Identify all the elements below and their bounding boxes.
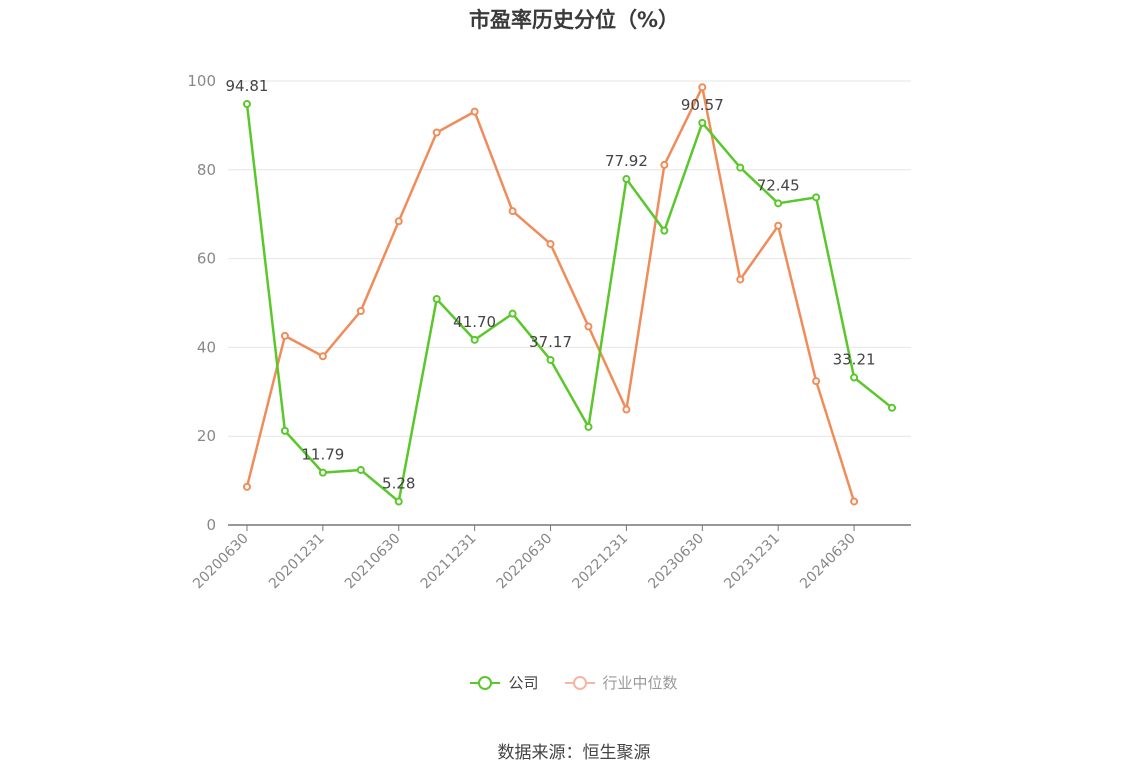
data-point bbox=[470, 107, 479, 116]
x-tick-label: 20231231 bbox=[721, 531, 783, 593]
data-point bbox=[698, 118, 707, 127]
data-point bbox=[660, 226, 669, 235]
legend-swatch-industry-median bbox=[564, 675, 595, 691]
data-point bbox=[432, 128, 441, 137]
legend-label-company: 公司 bbox=[508, 674, 539, 692]
data-point bbox=[622, 405, 631, 414]
x-tick-label: 20200630 bbox=[190, 531, 252, 593]
data-point bbox=[812, 377, 821, 386]
data-point bbox=[280, 426, 289, 435]
x-tick-label: 20220630 bbox=[494, 531, 556, 593]
x-tick-label: 20221231 bbox=[570, 531, 632, 593]
legend: 公司 行业中位数 bbox=[0, 672, 1148, 693]
chart-title: 市盈率历史分位（%） bbox=[468, 8, 680, 32]
data-point bbox=[660, 160, 669, 169]
data-label: 77.92 bbox=[605, 152, 648, 170]
data-label: 41.70 bbox=[453, 313, 496, 331]
data-point bbox=[888, 403, 897, 412]
data-point bbox=[242, 482, 251, 491]
data-point bbox=[812, 193, 821, 202]
data-point bbox=[736, 163, 745, 172]
legend-swatch-company bbox=[470, 675, 501, 691]
data-label: 5.28 bbox=[382, 475, 415, 493]
data-source: 数据来源：恒生聚源 bbox=[497, 743, 651, 763]
data-point bbox=[736, 275, 745, 284]
legend-item-company[interactable]: 公司 bbox=[470, 672, 539, 693]
y-tick-label: 20 bbox=[197, 427, 216, 445]
data-point bbox=[584, 322, 593, 331]
data-point bbox=[318, 352, 327, 361]
legend-item-industry-median[interactable]: 行业中位数 bbox=[564, 672, 678, 693]
y-tick-label: 0 bbox=[206, 516, 216, 534]
legend-label-industry-median: 行业中位数 bbox=[602, 674, 678, 692]
data-point bbox=[546, 239, 555, 248]
x-tick-label: 20230630 bbox=[645, 531, 707, 593]
data-point bbox=[546, 355, 555, 364]
data-point bbox=[470, 335, 479, 344]
series-line bbox=[245, 103, 893, 503]
grid-lines bbox=[228, 80, 911, 437]
series bbox=[242, 83, 897, 506]
data-point bbox=[432, 295, 441, 304]
series-line bbox=[245, 85, 856, 502]
data-point bbox=[394, 217, 403, 226]
x-tick-label: 20211231 bbox=[418, 531, 480, 593]
data-point bbox=[508, 207, 517, 216]
x-tick-label: 20210630 bbox=[342, 531, 404, 593]
data-point bbox=[508, 309, 517, 318]
data-labels: 94.81 11.79 5.28 41.70 37.17 77.92 90.57 72.45 3… bbox=[225, 77, 875, 493]
x-tick-label: 20201231 bbox=[266, 531, 328, 593]
data-point bbox=[584, 422, 593, 431]
data-label: 33.21 bbox=[833, 351, 876, 369]
data-point bbox=[356, 306, 365, 315]
data-point bbox=[774, 199, 783, 208]
data-label: 72.45 bbox=[757, 176, 800, 194]
data-point bbox=[622, 175, 631, 184]
data-label: 11.79 bbox=[301, 446, 344, 464]
data-point bbox=[698, 83, 707, 92]
data-point bbox=[280, 331, 289, 340]
data-point bbox=[774, 221, 783, 230]
data-point bbox=[318, 468, 327, 477]
data-label: 90.57 bbox=[681, 96, 724, 114]
data-point bbox=[850, 373, 859, 382]
y-tick-label: 100 bbox=[187, 72, 216, 90]
data-point bbox=[850, 497, 859, 506]
x-tick-label: 20240630 bbox=[797, 531, 859, 593]
data-point bbox=[242, 100, 251, 109]
data-point bbox=[356, 465, 365, 474]
data-point bbox=[394, 497, 403, 506]
data-label: 94.81 bbox=[225, 77, 268, 95]
y-tick-label: 60 bbox=[197, 250, 216, 268]
y-tick-label: 40 bbox=[197, 338, 216, 356]
data-label: 37.17 bbox=[529, 333, 572, 351]
y-tick-label: 80 bbox=[197, 161, 216, 179]
